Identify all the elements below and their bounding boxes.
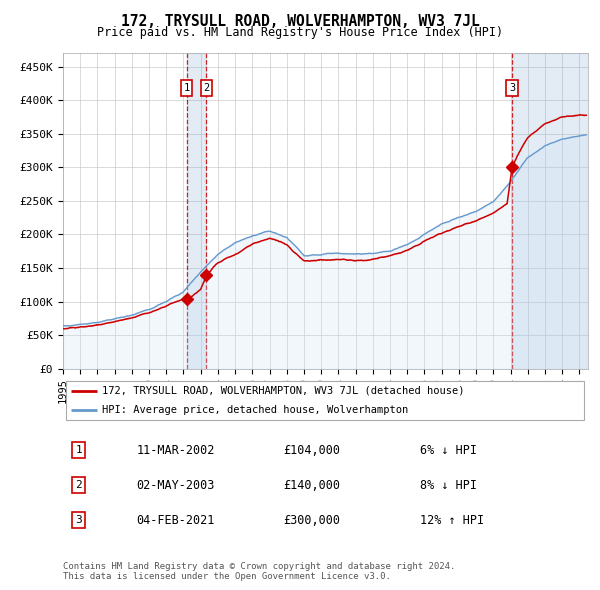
Text: Price paid vs. HM Land Registry's House Price Index (HPI): Price paid vs. HM Land Registry's House … <box>97 26 503 39</box>
Text: 3: 3 <box>76 515 82 525</box>
Text: 8% ↓ HPI: 8% ↓ HPI <box>420 478 477 492</box>
Text: £140,000: £140,000 <box>284 478 341 492</box>
Text: 2: 2 <box>203 83 209 93</box>
Text: 02-MAY-2003: 02-MAY-2003 <box>137 478 215 492</box>
Text: 12% ↑ HPI: 12% ↑ HPI <box>420 514 484 527</box>
FancyBboxPatch shape <box>65 381 584 420</box>
Text: 172, TRYSULL ROAD, WOLVERHAMPTON, WV3 7JL (detached house): 172, TRYSULL ROAD, WOLVERHAMPTON, WV3 7J… <box>103 386 465 396</box>
Text: Contains HM Land Registry data © Crown copyright and database right 2024.
This d: Contains HM Land Registry data © Crown c… <box>63 562 455 581</box>
Text: HPI: Average price, detached house, Wolverhampton: HPI: Average price, detached house, Wolv… <box>103 405 409 415</box>
Text: 04-FEB-2021: 04-FEB-2021 <box>137 514 215 527</box>
Text: 2: 2 <box>76 480 82 490</box>
Text: 11-MAR-2002: 11-MAR-2002 <box>137 444 215 457</box>
Text: 172, TRYSULL ROAD, WOLVERHAMPTON, WV3 7JL: 172, TRYSULL ROAD, WOLVERHAMPTON, WV3 7J… <box>121 14 479 28</box>
Text: 1: 1 <box>76 445 82 455</box>
Bar <box>512 53 588 369</box>
Text: £300,000: £300,000 <box>284 514 341 527</box>
Text: 6% ↓ HPI: 6% ↓ HPI <box>420 444 477 457</box>
Bar <box>187 53 206 369</box>
Text: 1: 1 <box>184 83 190 93</box>
Text: £104,000: £104,000 <box>284 444 341 457</box>
Text: 3: 3 <box>509 83 515 93</box>
